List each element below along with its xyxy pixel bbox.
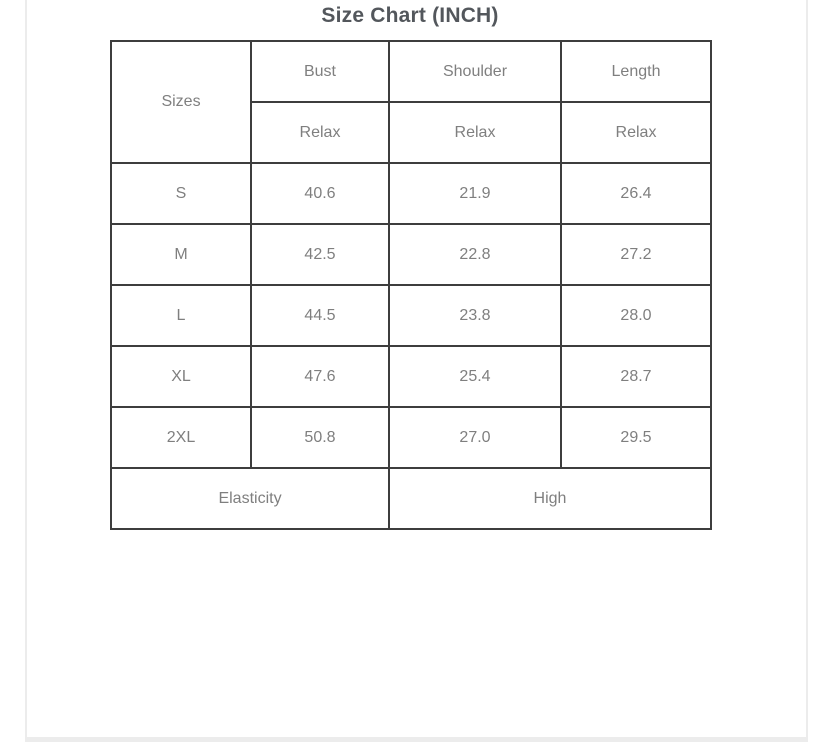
elasticity-value-cell: High bbox=[388, 467, 712, 530]
shoulder-value-cell: 23.8 bbox=[388, 284, 562, 347]
table-row-m: M 42.5 22.8 27.2 bbox=[110, 223, 712, 286]
column-header-shoulder: Shoulder bbox=[388, 40, 562, 103]
table-row-l: L 44.5 23.8 28.0 bbox=[110, 284, 712, 347]
length-value-cell: 27.2 bbox=[560, 223, 712, 286]
shoulder-value-cell: 21.9 bbox=[388, 162, 562, 225]
bust-value-cell: 50.8 bbox=[250, 406, 390, 469]
size-cell: S bbox=[110, 162, 252, 225]
length-value-cell: 28.0 bbox=[560, 284, 712, 347]
length-value-cell: 28.7 bbox=[560, 345, 712, 408]
fit-cell-length: Relax bbox=[560, 101, 712, 164]
table-row-2xl: 2XL 50.8 27.0 29.5 bbox=[110, 406, 712, 469]
table-row-xl: XL 47.6 25.4 28.7 bbox=[110, 345, 712, 408]
shoulder-value-cell: 25.4 bbox=[388, 345, 562, 408]
size-cell: 2XL bbox=[110, 406, 252, 469]
bust-value-cell: 42.5 bbox=[250, 223, 390, 286]
column-header-bust: Bust bbox=[250, 40, 390, 103]
header-row-measurements: Sizes Bust Shoulder Length bbox=[110, 40, 712, 164]
bust-value-cell: 40.6 bbox=[250, 162, 390, 225]
size-chart-title: Size Chart (INCH) bbox=[321, 4, 499, 27]
size-cell: L bbox=[110, 284, 252, 347]
fit-cell-shoulder: Relax bbox=[388, 101, 562, 164]
column-header-length: Length bbox=[560, 40, 712, 103]
bust-value-cell: 47.6 bbox=[250, 345, 390, 408]
header-row-fit: Relax Relax Relax bbox=[111, 101, 712, 164]
elasticity-label-cell: Elasticity bbox=[110, 467, 390, 530]
fit-cell-bust: Relax bbox=[250, 101, 390, 164]
elasticity-row: Elasticity High bbox=[110, 467, 712, 530]
length-value-cell: 26.4 bbox=[560, 162, 712, 225]
size-cell: XL bbox=[110, 345, 252, 408]
shoulder-value-cell: 22.8 bbox=[388, 223, 562, 286]
bust-value-cell: 44.5 bbox=[250, 284, 390, 347]
table-row-s: S 40.6 21.9 26.4 bbox=[110, 162, 712, 225]
content-panel: Size Chart (INCH) Sizes Bust Shoulder Le… bbox=[25, 0, 808, 742]
size-cell: M bbox=[110, 223, 252, 286]
size-chart-table: Sizes Bust Shoulder Length Relax Relax R… bbox=[110, 40, 712, 530]
shoulder-value-cell: 27.0 bbox=[388, 406, 562, 469]
sizes-header-cell: Sizes bbox=[110, 40, 252, 164]
length-value-cell: 29.5 bbox=[560, 406, 712, 469]
